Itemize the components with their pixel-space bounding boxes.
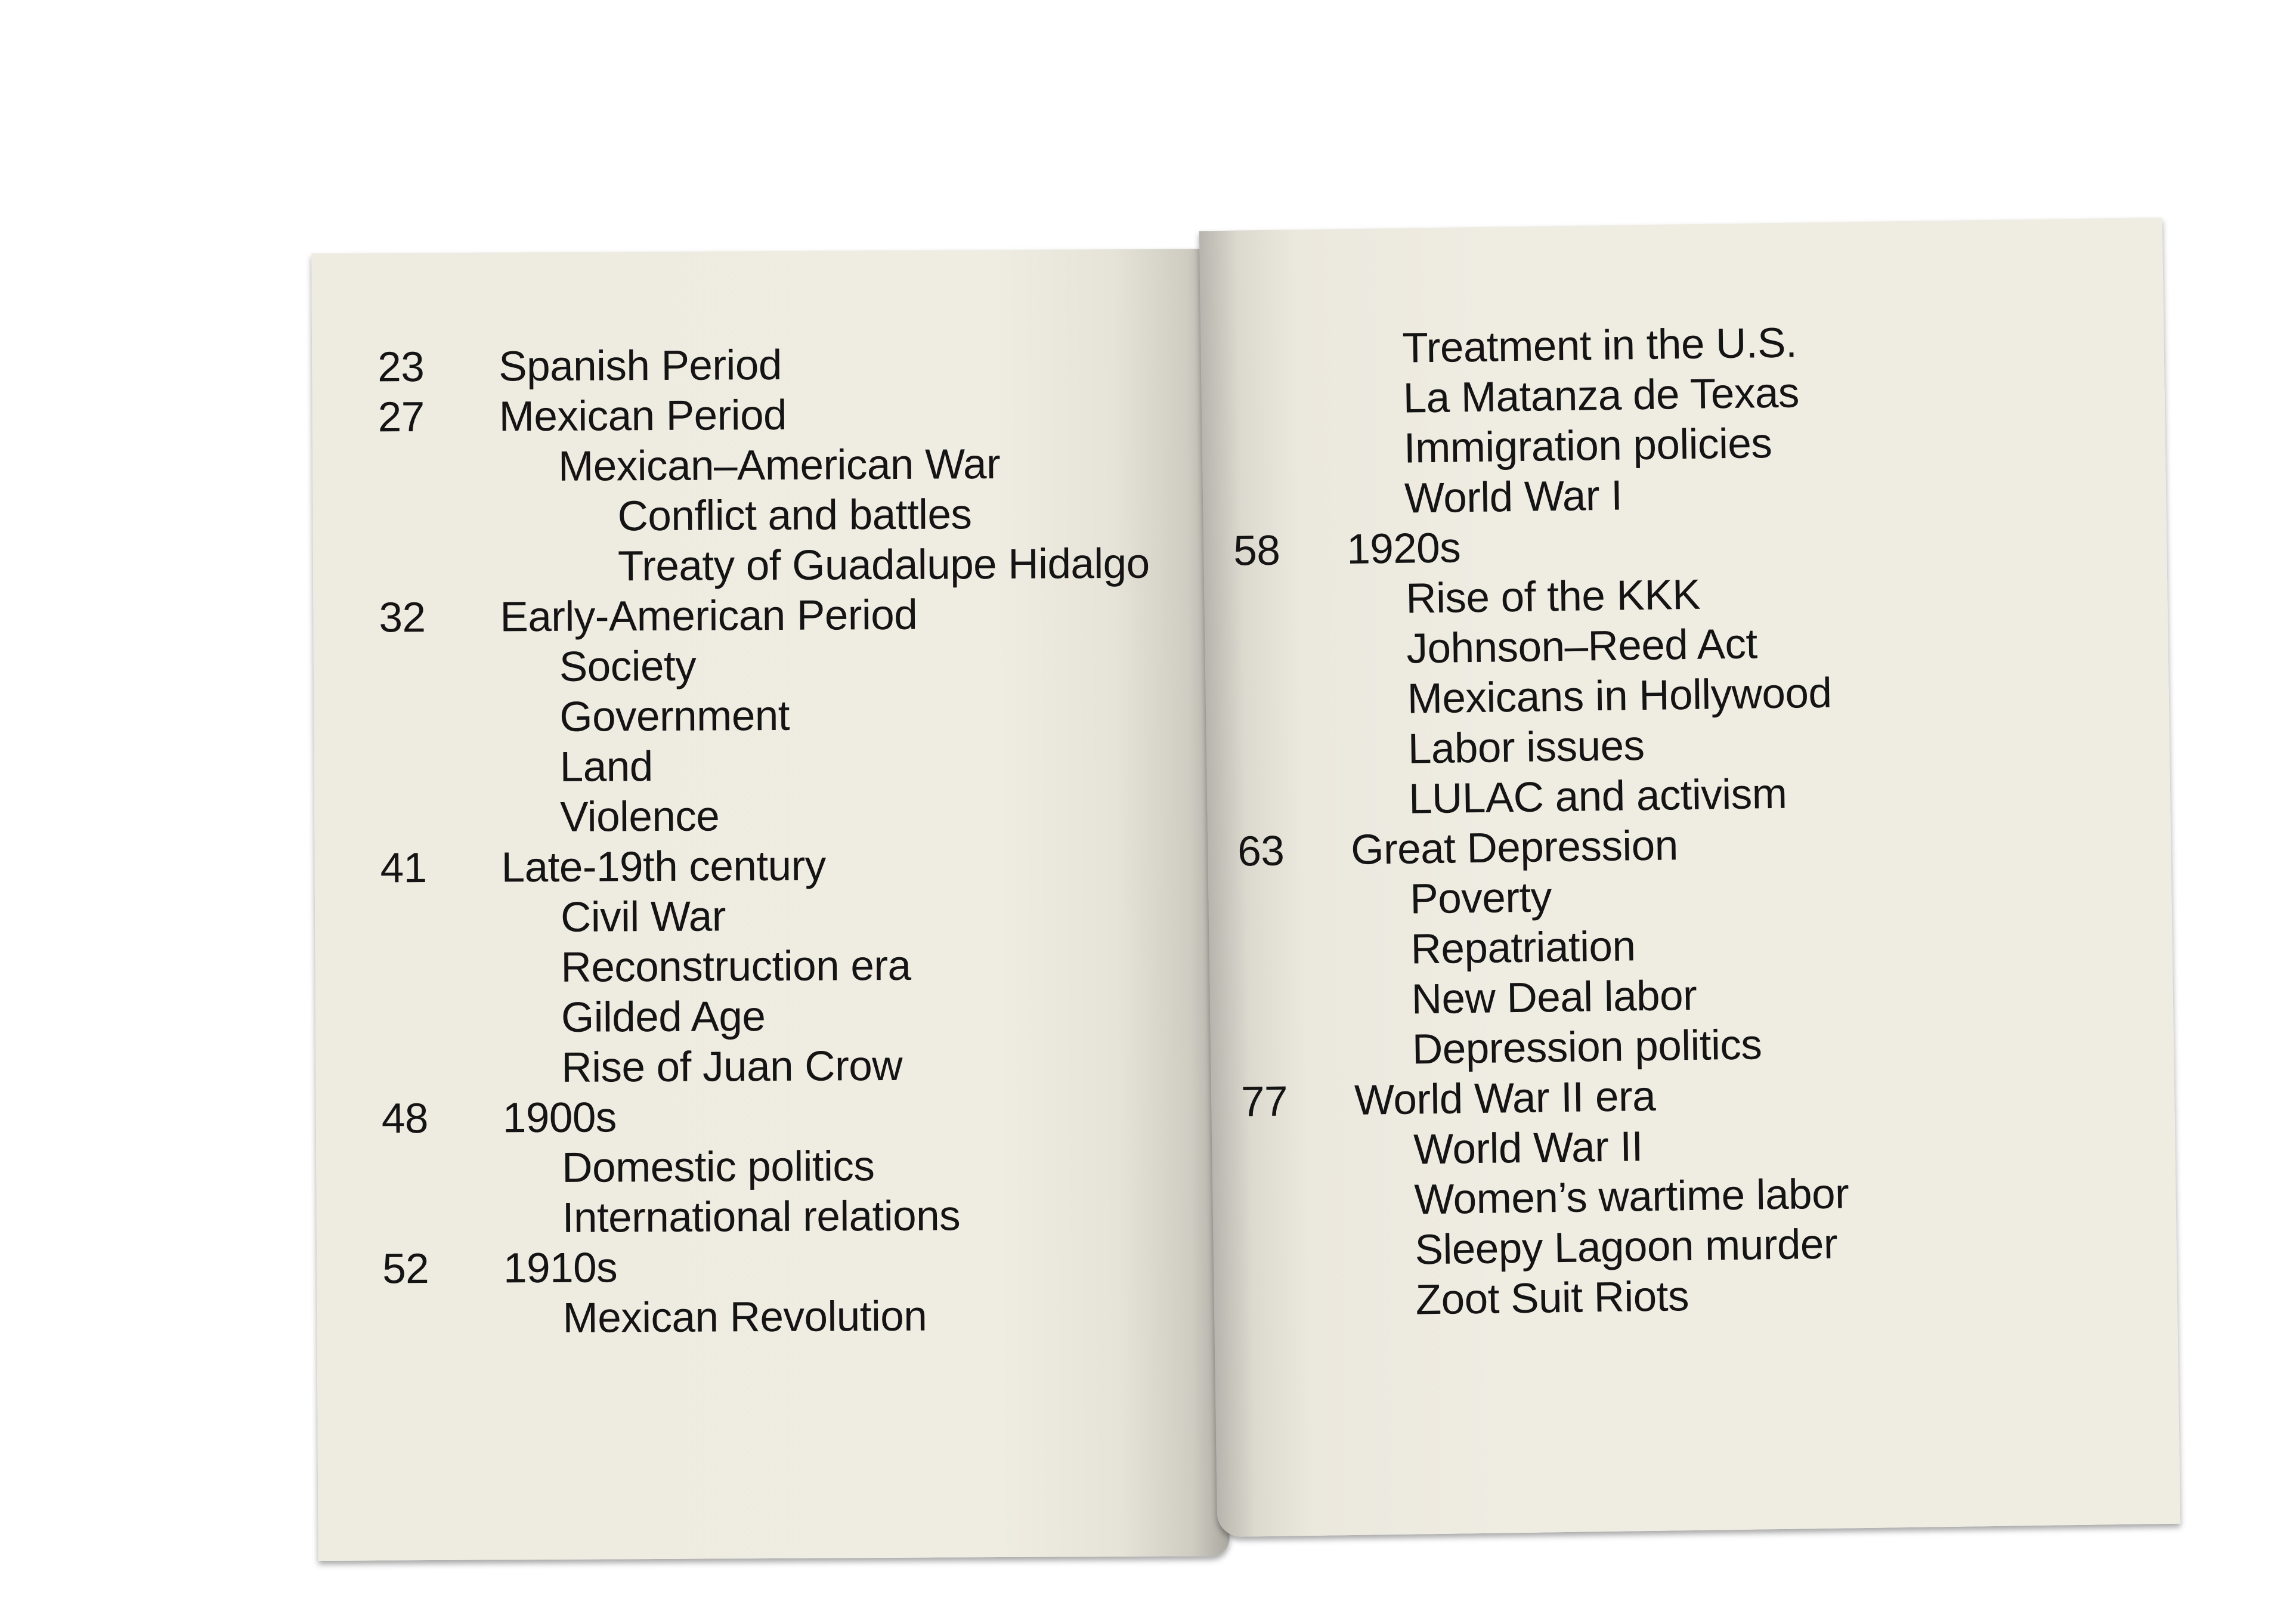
toc-entry-title: Rise of Juan Crow — [561, 1042, 903, 1091]
toc-entry-title: Early-American Period — [500, 591, 918, 641]
toc-entry-title: Violence — [560, 793, 720, 841]
table-of-contents-right: Treatment in the U.S. La Matanza de Texas… — [1230, 319, 1849, 1328]
toc-entry: Immigration policies — [1231, 420, 1772, 477]
toc-entry-title: Immigration policies — [1403, 420, 1772, 472]
toc-entry-title: Land — [559, 743, 653, 791]
toc-entry-title: Reconstruction era — [561, 942, 911, 991]
table-of-contents-left: 23 Spanish Period 27 Mexican Period Mexican–… — [377, 342, 1150, 1344]
toc-entry-title: 1900s — [502, 1094, 617, 1142]
toc-entry-title: World War II era — [1354, 1072, 1656, 1124]
toc-entry-title: Great Depression — [1350, 822, 1679, 874]
toc-entry: Treatment in the U.S. — [1230, 319, 1797, 376]
toc-entry: 58 1920s — [1233, 524, 1461, 577]
toc-page-number: 77 — [1240, 1078, 1288, 1126]
toc-entry-title: 1920s — [1346, 524, 1461, 573]
toc-entry-title: LULAC and activism — [1408, 770, 1787, 823]
toc-entry-title: Sleepy Lagoon murder — [1415, 1220, 1838, 1274]
toc-entry: Zoot Suit Riots — [1243, 1273, 1689, 1328]
toc-entry-title: Mexican–American War — [558, 440, 1001, 490]
toc-entry-title: Mexican Period — [499, 391, 787, 441]
toc-entry-title: Gilded Age — [561, 993, 766, 1041]
toc-entry: Poverty — [1238, 874, 1552, 927]
toc-page-number: 58 — [1233, 527, 1280, 575]
toc-entry-title: Treatment in the U.S. — [1402, 319, 1797, 372]
toc-entry-title: 1910s — [503, 1244, 618, 1292]
toc-entry-title: Late-19th century — [501, 842, 826, 892]
toc-entry: New Deal labor — [1239, 972, 1697, 1028]
toc-entry-title: Rise of the KKK — [1405, 571, 1701, 623]
left-page: 23 Spanish Period 27 Mexican Period Mexican–… — [311, 249, 1230, 1561]
toc-entry-title: International relations — [562, 1192, 961, 1242]
toc-entry: Johnson–Reed Act — [1234, 620, 1757, 677]
toc-entry-title: Government — [559, 692, 790, 741]
toc-page-number: 48 — [381, 1095, 429, 1143]
toc-page-number: 41 — [380, 845, 427, 892]
toc-entry-title: New Deal labor — [1411, 972, 1697, 1023]
toc-page-number: 52 — [382, 1245, 429, 1293]
toc-entry: 63 Great Depression — [1237, 822, 1678, 877]
toc-page-number: 63 — [1237, 827, 1285, 876]
toc-entry-title: World War I — [1404, 472, 1623, 522]
toc-entry-title: Conflict and battles — [617, 491, 972, 540]
toc-entry-title: Johnson–Reed Act — [1406, 620, 1758, 673]
toc-entry-title: Spanish Period — [499, 341, 782, 391]
right-page: Treatment in the U.S. La Matanza de Texas… — [1199, 217, 2181, 1538]
toc-entry-title: Depression politics — [1412, 1021, 1762, 1074]
toc-page-number: 27 — [377, 394, 425, 441]
toc-entry: Women’s wartime labor — [1242, 1170, 1849, 1228]
toc-entry-title: Women’s wartime labor — [1413, 1170, 1849, 1224]
toc-entry-title: Treaty of Guadalupe Hidalgo — [617, 540, 1150, 590]
toc-entry-title: World War II — [1413, 1123, 1644, 1174]
toc-entry-title: Society — [559, 642, 697, 691]
toc-entry-title: Poverty — [1409, 874, 1552, 923]
toc-entry: Mexicans in Hollywood — [1235, 670, 1832, 727]
toc-entry-title: Civil War — [560, 893, 726, 941]
toc-entry-title: Labor issues — [1407, 722, 1645, 773]
toc-entry-title: Mexican Revolution — [562, 1292, 927, 1342]
toc-entry-title: Mexicans in Hollywood — [1407, 669, 1832, 723]
toc-entry-title: Domestic politics — [562, 1143, 875, 1192]
toc-entry-title: La Matanza de Texas — [1403, 369, 1800, 422]
toc-entry: 77 World War II era — [1241, 1073, 1656, 1128]
toc-page-number: 32 — [379, 594, 426, 642]
toc-entry-title: Zoot Suit Riots — [1415, 1273, 1689, 1324]
toc-page-number: 23 — [377, 344, 425, 391]
toc-entry-title: Repatriation — [1410, 923, 1636, 973]
